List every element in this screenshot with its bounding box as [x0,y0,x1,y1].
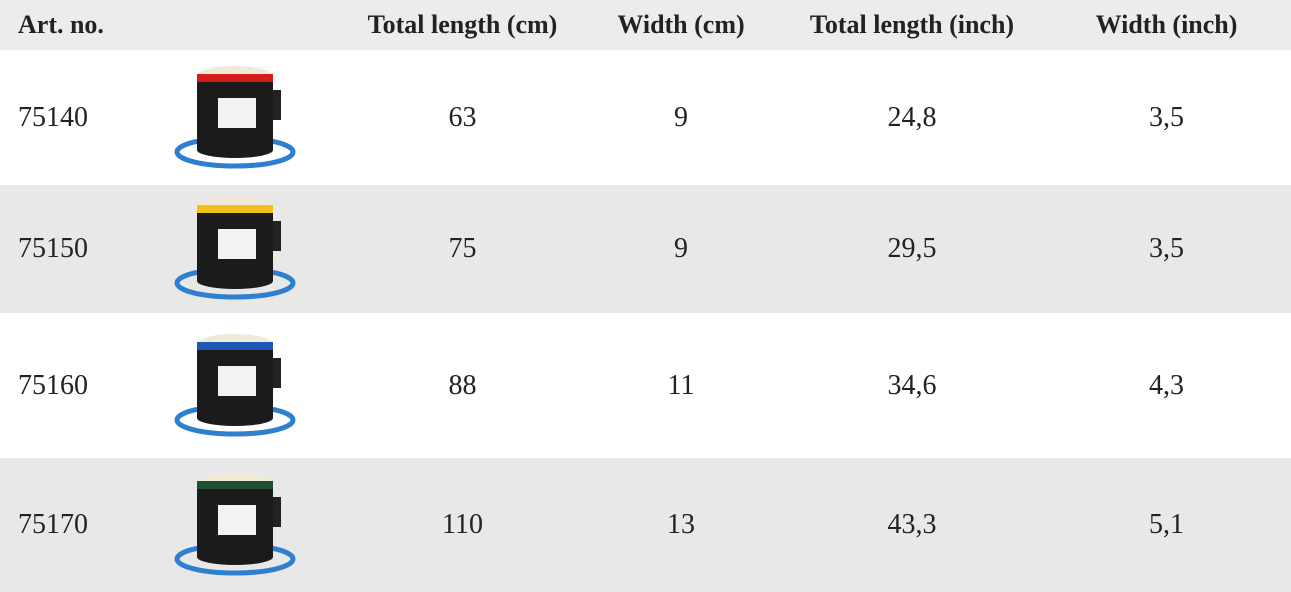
table-cell: 110 [345,458,580,592]
product-image [174,65,296,168]
table-cell: 5,1 [1042,458,1291,592]
table-cell: 75160 [18,369,88,401]
header-row: Art. no. Total length (cm) Width (cm) To… [0,0,1291,50]
table-row: 75150 75 9 29,5 3,5 [0,185,1291,313]
table-cell: 29,5 [782,185,1042,313]
table-cell: 24,8 [887,101,937,133]
table-cell: 9 [674,101,688,133]
table-cell: 11 [667,369,695,401]
table-cell: 75 [345,185,580,313]
header-cell: Art. no. [0,0,145,50]
table-cell: 75170 [0,458,145,592]
table-cell: 3,5 [1042,185,1291,313]
table-row: 75140 63 9 24,8 3,5 [0,50,1291,185]
header-cell: Total length (inch) [782,0,1042,50]
table-cell: 43,3 [782,458,1042,592]
table-row: 75160 88 11 34,6 4,3 [0,313,1291,458]
table-cell: 34,6 [887,369,937,401]
table-cell: 75150 [0,185,145,313]
header-cell [145,0,345,50]
header-cell: Width (cm) [580,0,782,50]
image-cell [145,313,345,458]
image-cell [145,458,345,592]
product-image [174,333,296,436]
table-cell: 63 [448,101,477,133]
table-cell: 88 [448,369,477,401]
header-cell: Total length (cm) [345,0,580,50]
table-cell: 75140 [18,101,88,133]
table-cell: 9 [580,185,782,313]
image-cell [145,185,345,313]
table-cell: 4,3 [1149,369,1184,401]
table-cell: 3,5 [1149,101,1184,133]
table-cell: 13 [580,458,782,592]
table-row: 75170 110 13 43,3 5,1 [0,458,1291,592]
header-cell: Width (inch) [1042,0,1291,50]
product-image [174,473,296,576]
product-image [174,197,296,300]
image-cell [145,50,345,185]
